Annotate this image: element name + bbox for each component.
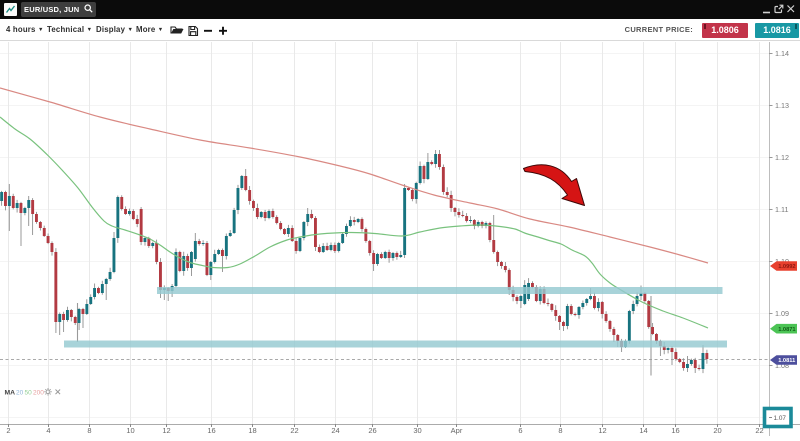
svg-text:1.07: 1.07 xyxy=(774,415,787,422)
svg-text:1.11: 1.11 xyxy=(775,205,788,214)
svg-text:20: 20 xyxy=(16,389,24,396)
svg-text:1.0992: 1.0992 xyxy=(778,264,795,270)
svg-text:10: 10 xyxy=(126,426,134,435)
svg-text:26: 26 xyxy=(368,426,376,435)
svg-text:1.12: 1.12 xyxy=(775,153,789,162)
svg-text:1.13: 1.13 xyxy=(775,101,789,110)
svg-text:6: 6 xyxy=(518,426,522,435)
svg-text:MA: MA xyxy=(5,389,16,396)
svg-text:1.09: 1.09 xyxy=(775,309,789,318)
svg-text:Apr: Apr xyxy=(451,426,463,435)
svg-text:24: 24 xyxy=(331,426,339,435)
svg-text:1.0871: 1.0871 xyxy=(778,327,795,333)
svg-text:16: 16 xyxy=(671,426,679,435)
svg-text:8: 8 xyxy=(87,426,91,435)
svg-text:16: 16 xyxy=(207,426,215,435)
svg-text:1.0811: 1.0811 xyxy=(778,358,795,364)
svg-text:200: 200 xyxy=(33,389,44,396)
svg-text:12: 12 xyxy=(598,426,606,435)
svg-text:22: 22 xyxy=(290,426,298,435)
svg-text:2: 2 xyxy=(6,426,10,435)
svg-text:22: 22 xyxy=(755,426,763,435)
svg-text:12: 12 xyxy=(162,426,170,435)
svg-text:50: 50 xyxy=(25,389,33,396)
svg-text:30: 30 xyxy=(413,426,421,435)
svg-text:20: 20 xyxy=(713,426,721,435)
svg-text:8: 8 xyxy=(558,426,562,435)
svg-text:4: 4 xyxy=(46,426,50,435)
svg-text:1.08: 1.08 xyxy=(775,361,789,370)
svg-text:18: 18 xyxy=(248,426,256,435)
svg-text:1.14: 1.14 xyxy=(775,49,789,58)
svg-text:14: 14 xyxy=(639,426,647,435)
